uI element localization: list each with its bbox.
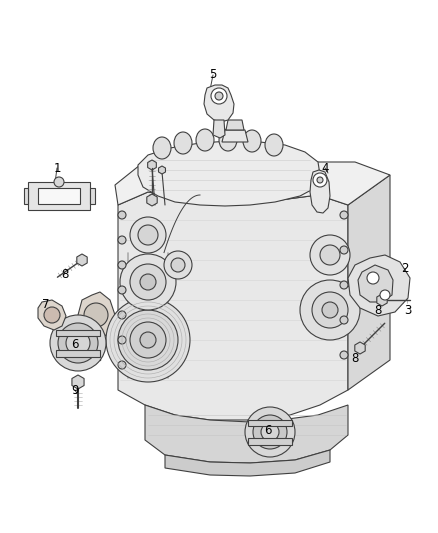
Polygon shape	[148, 160, 156, 170]
Polygon shape	[145, 405, 348, 463]
Ellipse shape	[174, 132, 192, 154]
Circle shape	[340, 246, 348, 254]
Circle shape	[118, 236, 126, 244]
Text: 6: 6	[71, 338, 79, 351]
Polygon shape	[78, 292, 115, 340]
Polygon shape	[213, 120, 225, 138]
Text: 6: 6	[264, 424, 272, 437]
Polygon shape	[358, 265, 393, 302]
Polygon shape	[24, 188, 28, 204]
Circle shape	[171, 258, 185, 272]
Circle shape	[253, 415, 287, 449]
Circle shape	[340, 281, 348, 289]
Circle shape	[317, 177, 323, 183]
Ellipse shape	[219, 129, 237, 151]
Circle shape	[130, 322, 166, 358]
Circle shape	[118, 286, 126, 294]
Text: 8: 8	[61, 269, 69, 281]
Circle shape	[320, 245, 340, 265]
Circle shape	[310, 235, 350, 275]
Circle shape	[118, 336, 126, 344]
Circle shape	[84, 303, 108, 327]
Ellipse shape	[196, 129, 214, 151]
Circle shape	[44, 307, 60, 323]
Circle shape	[138, 225, 158, 245]
Circle shape	[312, 292, 348, 328]
Circle shape	[66, 331, 90, 355]
Text: 4: 4	[321, 161, 329, 174]
Polygon shape	[115, 143, 390, 205]
Polygon shape	[348, 255, 410, 316]
Polygon shape	[355, 342, 365, 354]
Polygon shape	[377, 294, 387, 306]
Polygon shape	[165, 450, 330, 476]
Polygon shape	[90, 188, 95, 204]
Circle shape	[50, 315, 106, 371]
Polygon shape	[248, 438, 292, 445]
Polygon shape	[226, 120, 244, 130]
Polygon shape	[72, 375, 84, 389]
Polygon shape	[118, 192, 348, 420]
Circle shape	[120, 254, 176, 310]
Circle shape	[58, 323, 98, 363]
Text: 5: 5	[209, 69, 217, 82]
Circle shape	[367, 272, 379, 284]
Text: 8: 8	[374, 303, 381, 317]
Text: 2: 2	[401, 262, 409, 274]
Polygon shape	[348, 175, 390, 390]
Circle shape	[118, 361, 126, 369]
Circle shape	[130, 217, 166, 253]
Polygon shape	[28, 182, 90, 210]
Text: 3: 3	[404, 303, 412, 317]
Ellipse shape	[265, 134, 283, 156]
Circle shape	[380, 290, 390, 300]
Ellipse shape	[243, 130, 261, 152]
Polygon shape	[159, 166, 166, 174]
Circle shape	[140, 332, 156, 348]
Polygon shape	[38, 188, 80, 204]
Text: 7: 7	[42, 298, 50, 311]
Polygon shape	[222, 130, 248, 142]
Polygon shape	[138, 141, 320, 206]
Polygon shape	[147, 194, 157, 206]
Circle shape	[130, 264, 166, 300]
Polygon shape	[56, 350, 100, 357]
Circle shape	[340, 211, 348, 219]
Text: 9: 9	[71, 384, 79, 397]
Text: 1: 1	[53, 161, 61, 174]
Circle shape	[322, 302, 338, 318]
Polygon shape	[38, 300, 66, 330]
Circle shape	[215, 92, 223, 100]
Circle shape	[300, 280, 360, 340]
Polygon shape	[248, 420, 292, 426]
Circle shape	[118, 310, 178, 370]
Circle shape	[118, 211, 126, 219]
Circle shape	[164, 251, 192, 279]
Circle shape	[140, 274, 156, 290]
Circle shape	[118, 311, 126, 319]
Polygon shape	[204, 85, 234, 122]
Circle shape	[54, 177, 64, 187]
Circle shape	[106, 298, 190, 382]
Polygon shape	[77, 254, 87, 266]
Polygon shape	[56, 330, 100, 336]
Polygon shape	[310, 170, 330, 213]
Circle shape	[118, 261, 126, 269]
Ellipse shape	[153, 137, 171, 159]
Circle shape	[340, 316, 348, 324]
Circle shape	[313, 173, 327, 187]
Text: 8: 8	[351, 351, 359, 365]
Circle shape	[211, 88, 227, 104]
Circle shape	[245, 407, 295, 457]
Circle shape	[261, 423, 279, 441]
Circle shape	[340, 351, 348, 359]
